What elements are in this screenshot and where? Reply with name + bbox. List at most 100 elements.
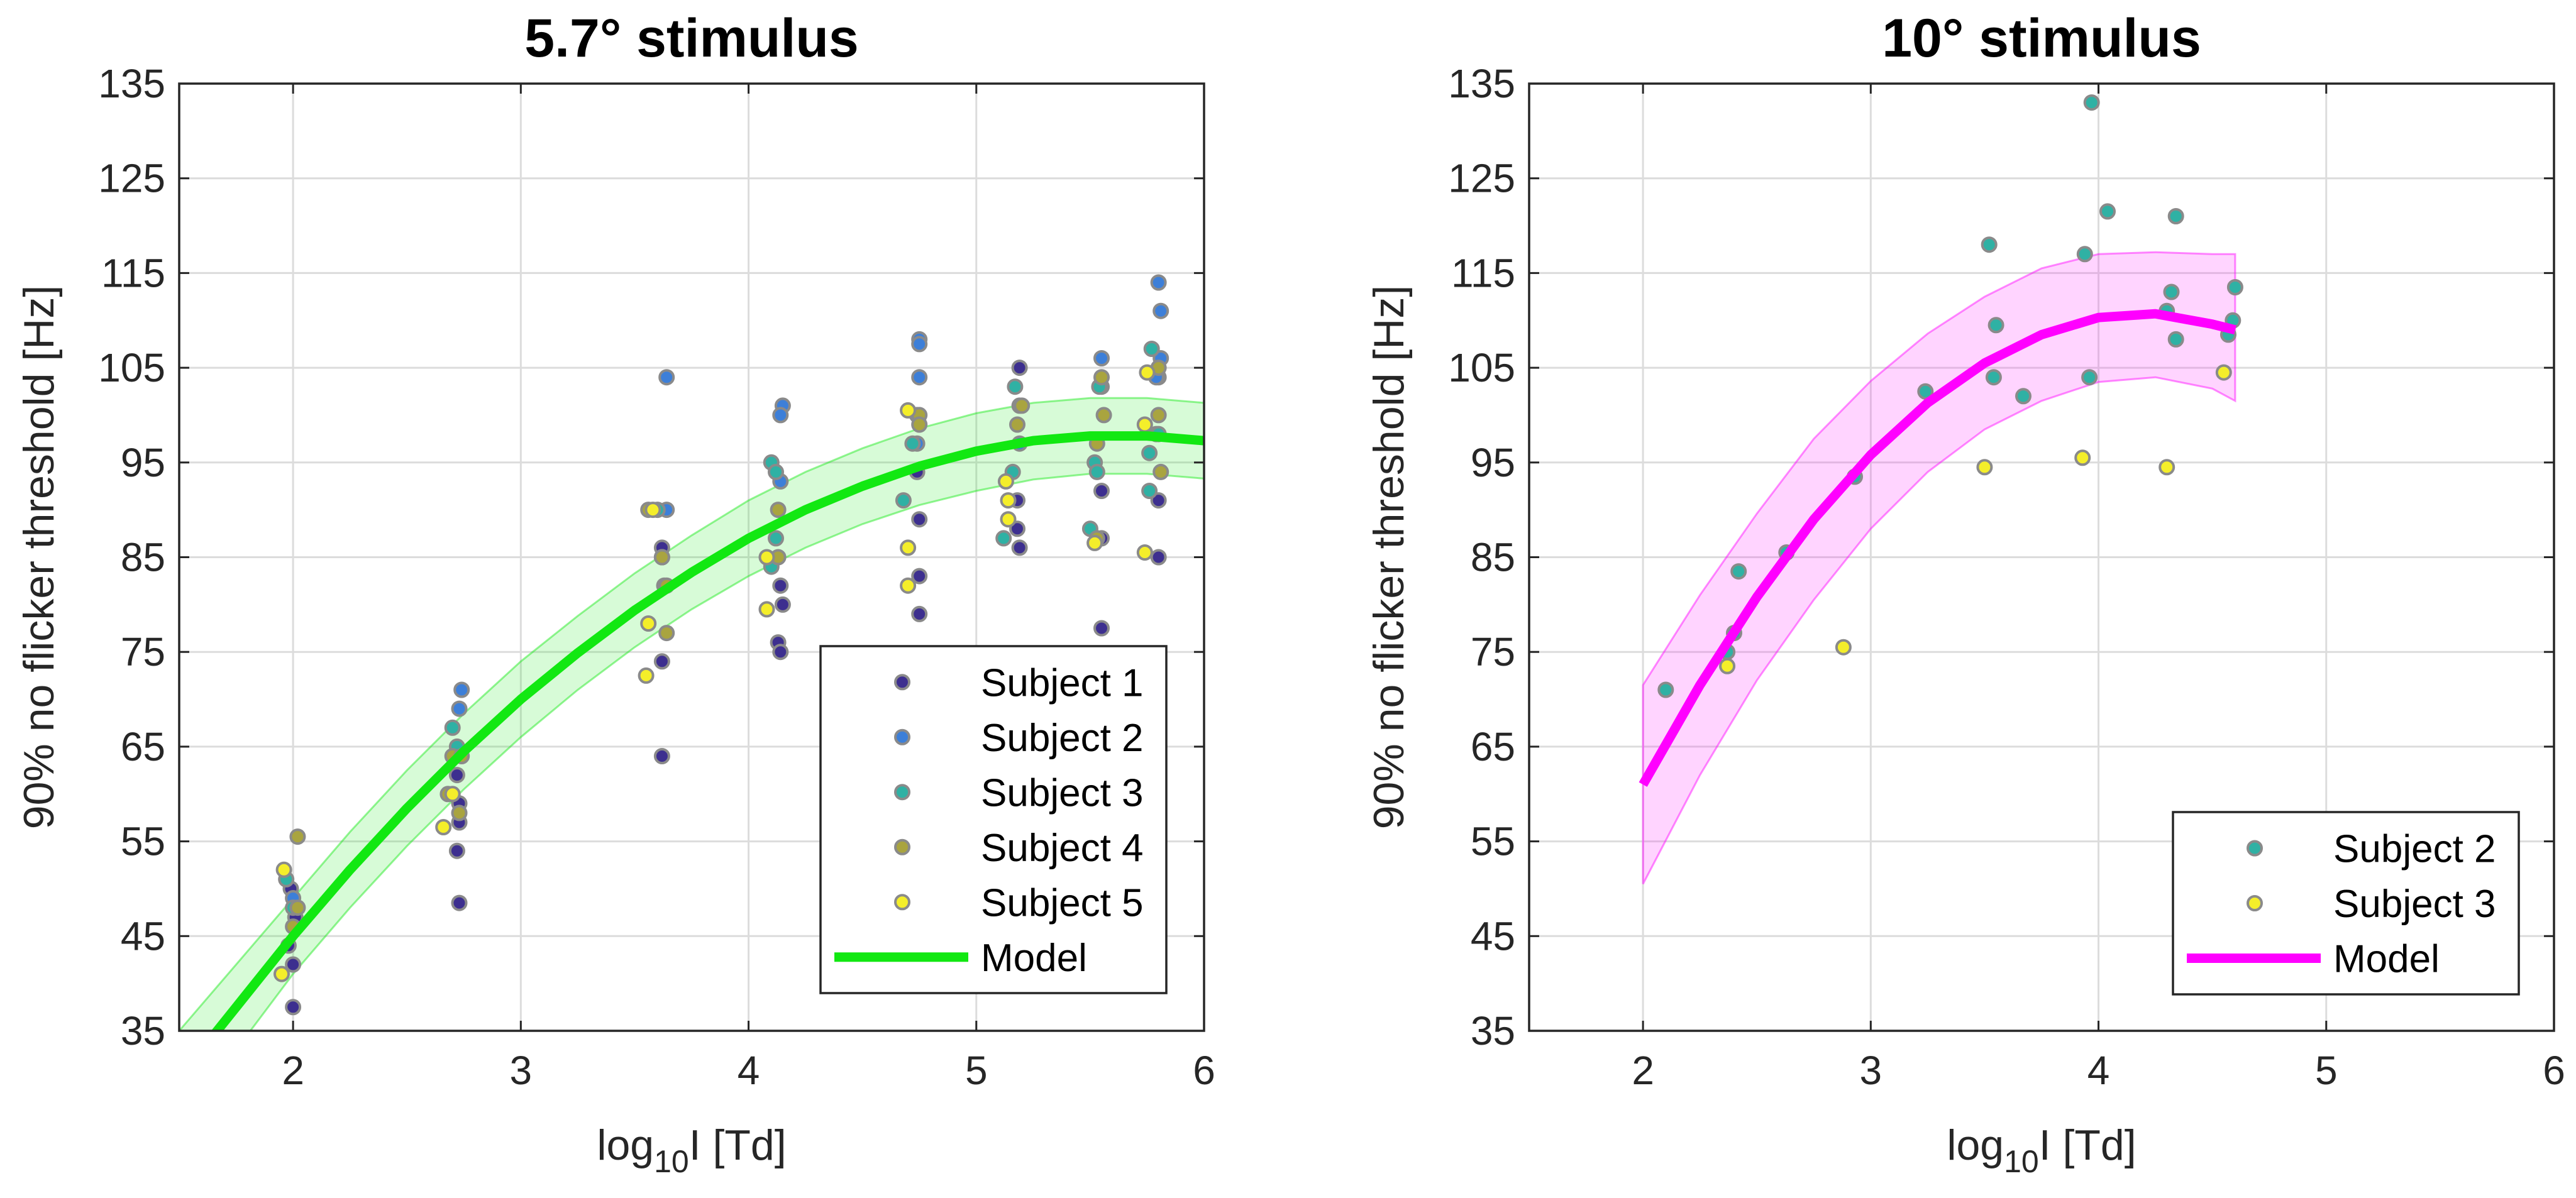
legend-label: Subject 2 <box>981 717 1144 760</box>
data-point <box>911 511 928 528</box>
y-tick-label: 105 <box>1448 345 1515 390</box>
data-point <box>772 577 789 594</box>
data-point <box>448 842 465 859</box>
data-point <box>2081 369 2098 386</box>
legend-label: Subject 1 <box>981 661 1144 705</box>
y-tick-label: 65 <box>121 724 165 769</box>
data-point <box>289 828 306 845</box>
legend-item-subject-5: Subject 5 <box>894 881 1144 925</box>
data-point <box>758 601 775 618</box>
legend-label: Subject 2 <box>2333 828 2496 871</box>
x-tick-label: 2 <box>1632 1048 1654 1093</box>
x-axis-label-rest: I [Td] <box>689 1121 787 1169</box>
data-point <box>1150 549 1167 566</box>
data-point <box>1143 341 1160 357</box>
legend-label: Subject 3 <box>2333 882 2496 926</box>
legend-box <box>819 645 1168 994</box>
data-point <box>444 719 461 736</box>
y-tick-label: 125 <box>98 156 165 201</box>
data-point <box>1917 383 1934 400</box>
data-point <box>911 416 928 433</box>
legend-marker <box>894 894 910 911</box>
data-point <box>274 965 290 982</box>
y-tick-label: 105 <box>98 345 165 390</box>
x-tick-label: 6 <box>1193 1048 1215 1093</box>
legend: Subject 1 Subject 2 Subject 3 Subject 4 Subj… <box>819 645 1168 994</box>
y-tick-label: 55 <box>121 819 165 864</box>
data-point <box>1657 681 1674 698</box>
data-point <box>900 402 917 419</box>
y-tick-label: 85 <box>121 535 165 580</box>
legend-marker <box>894 728 910 745</box>
data-point <box>1136 416 1153 433</box>
legend-item-model: Model <box>2187 938 2440 981</box>
data-point <box>900 577 917 594</box>
y-tick-label: 75 <box>1471 629 1515 674</box>
data-point <box>2167 331 2184 348</box>
data-point <box>768 530 784 547</box>
x-axis-label-rest: I [Td] <box>2039 1121 2137 1169</box>
y-tick-label: 135 <box>1448 61 1515 106</box>
data-point <box>285 956 302 973</box>
data-point <box>1153 463 1169 480</box>
x-axis-label-subscript: 10 <box>654 1144 689 1179</box>
data-point <box>895 492 912 509</box>
y-tick-label: 35 <box>1471 1008 1515 1053</box>
legend-item-subject-1: Subject 1 <box>894 661 1144 705</box>
y-tick-label: 35 <box>121 1008 165 1053</box>
data-point <box>1000 511 1017 528</box>
data-point <box>1009 416 1025 433</box>
data-point <box>772 644 789 661</box>
data-point <box>1150 274 1167 291</box>
data-point <box>451 700 468 717</box>
data-point <box>640 615 657 632</box>
legend-marker <box>894 784 910 801</box>
data-point <box>1014 397 1031 414</box>
data-point <box>2015 388 2032 405</box>
data-point <box>900 539 917 556</box>
y-axis-label: 90% no flicker threshold [Hz] <box>1365 285 1413 830</box>
data-point <box>911 605 928 622</box>
legend-item-subject-3: Subject 3 <box>2247 882 2496 926</box>
legend-label: Model <box>2333 938 2440 981</box>
data-point <box>1000 492 1017 509</box>
data-point <box>911 568 928 585</box>
data-point <box>653 748 670 764</box>
data-point <box>1139 364 1156 381</box>
model-line <box>1639 309 2236 787</box>
data-point <box>2083 94 2100 111</box>
data-point <box>1153 302 1169 319</box>
legend-item-subject-2: Subject 2 <box>2247 828 2496 871</box>
data-point <box>451 805 468 822</box>
legend-marker <box>2247 895 2263 911</box>
data-point <box>2226 279 2243 295</box>
data-point <box>2074 449 2091 466</box>
data-point <box>1981 236 1998 253</box>
data-point <box>774 596 791 613</box>
data-point <box>1150 407 1167 424</box>
legend: Subject 2 Subject 3 Model <box>2172 811 2520 996</box>
data-point <box>758 549 775 566</box>
data-point <box>768 463 784 480</box>
legend-label: Subject 4 <box>981 827 1144 870</box>
data-point <box>448 767 465 784</box>
y-tick-label: 115 <box>1451 250 1515 295</box>
data-point <box>2159 459 2175 476</box>
chart-title: 5.7° stimulus <box>524 8 858 69</box>
legend-item-subject-4: Subject 4 <box>894 827 1144 870</box>
data-point <box>1093 350 1110 366</box>
y-tick-label: 95 <box>1471 440 1515 485</box>
data-point <box>653 653 670 670</box>
data-point <box>453 681 470 698</box>
x-tick-label: 3 <box>510 1048 533 1093</box>
data-point <box>1086 534 1103 551</box>
data-point <box>1987 317 2004 334</box>
x-axis-label-subscript: 10 <box>2004 1144 2039 1179</box>
y-tick-label: 125 <box>1448 156 1515 201</box>
data-point <box>1719 657 1736 674</box>
data-point <box>653 549 670 566</box>
data-point <box>904 435 921 452</box>
